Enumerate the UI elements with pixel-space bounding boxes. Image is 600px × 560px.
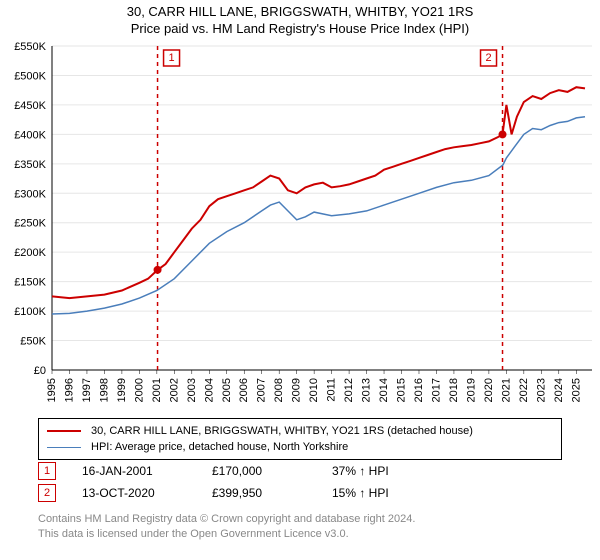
svg-text:2022: 2022 bbox=[518, 378, 530, 402]
svg-text:2004: 2004 bbox=[203, 378, 215, 402]
chart-area: £0 £50K £100K £150K £200K £250K £300K £350K £400… bbox=[0, 40, 600, 410]
legend-row: 30, CARR HILL LANE, BRIGGSWATH, WHITBY, … bbox=[47, 423, 553, 439]
svg-text:2015: 2015 bbox=[396, 378, 408, 402]
svg-text:2002: 2002 bbox=[168, 378, 180, 402]
svg-text:2025: 2025 bbox=[570, 378, 582, 402]
svg-text:1996: 1996 bbox=[63, 378, 75, 402]
sale-marker: 1 bbox=[38, 462, 56, 480]
svg-text:2023: 2023 bbox=[535, 378, 547, 402]
sales-table: 1 16-JAN-2001£170,00037% ↑ HPI 2 13-OCT-202… bbox=[38, 460, 562, 504]
sale-price: £170,000 bbox=[212, 464, 332, 478]
svg-text:£250K: £250K bbox=[14, 218, 46, 230]
chart-titles: 30, CARR HILL LANE, BRIGGSWATH, WHITBY, … bbox=[0, 0, 600, 36]
legend-swatch bbox=[47, 430, 81, 432]
svg-text:1999: 1999 bbox=[116, 378, 128, 402]
svg-text:2013: 2013 bbox=[361, 378, 373, 402]
svg-text:2009: 2009 bbox=[291, 378, 303, 402]
svg-text:2011: 2011 bbox=[326, 378, 338, 402]
svg-text:2003: 2003 bbox=[186, 378, 198, 402]
svg-text:2024: 2024 bbox=[553, 378, 565, 402]
footer-line-1: Contains HM Land Registry data © Crown c… bbox=[38, 512, 562, 527]
sale-date: 13-OCT-2020 bbox=[82, 486, 212, 500]
svg-text:1997: 1997 bbox=[81, 378, 93, 402]
svg-text:£200K: £200K bbox=[14, 247, 46, 259]
sale-delta: 15% ↑ HPI bbox=[332, 486, 389, 500]
chart-legend: 30, CARR HILL LANE, BRIGGSWATH, WHITBY, … bbox=[38, 418, 562, 460]
title-address: 30, CARR HILL LANE, BRIGGSWATH, WHITBY, … bbox=[0, 4, 600, 19]
svg-text:2001: 2001 bbox=[151, 378, 163, 402]
svg-text:2006: 2006 bbox=[238, 378, 250, 402]
svg-text:2016: 2016 bbox=[413, 378, 425, 402]
svg-text:2008: 2008 bbox=[273, 378, 285, 402]
svg-text:1: 1 bbox=[168, 52, 174, 64]
svg-text:£350K: £350K bbox=[14, 159, 46, 171]
legend-swatch bbox=[47, 447, 81, 448]
svg-text:2012: 2012 bbox=[343, 378, 355, 402]
svg-text:2021: 2021 bbox=[500, 378, 512, 402]
svg-text:£450K: £450K bbox=[14, 100, 46, 112]
svg-text:£500K: £500K bbox=[14, 70, 46, 82]
svg-text:2018: 2018 bbox=[448, 378, 460, 402]
svg-text:1995: 1995 bbox=[46, 378, 58, 402]
svg-text:2000: 2000 bbox=[133, 378, 145, 402]
svg-text:£50K: £50K bbox=[20, 336, 46, 348]
svg-text:2020: 2020 bbox=[483, 378, 495, 402]
svg-text:1998: 1998 bbox=[98, 378, 110, 402]
svg-text:£300K: £300K bbox=[14, 188, 46, 200]
svg-text:£550K: £550K bbox=[14, 41, 46, 53]
svg-text:£400K: £400K bbox=[14, 129, 46, 141]
sale-price: £399,950 bbox=[212, 486, 332, 500]
svg-text:£0: £0 bbox=[34, 365, 46, 377]
sale-marker: 2 bbox=[38, 484, 56, 502]
svg-text:2007: 2007 bbox=[256, 378, 268, 402]
legend-label: HPI: Average price, detached house, Nort… bbox=[91, 441, 348, 453]
svg-text:2014: 2014 bbox=[378, 378, 390, 402]
footer-attribution: Contains HM Land Registry data © Crown c… bbox=[38, 512, 562, 542]
svg-text:2005: 2005 bbox=[221, 378, 233, 402]
title-subtitle: Price paid vs. HM Land Registry's House … bbox=[0, 21, 600, 36]
sale-date: 16-JAN-2001 bbox=[82, 464, 212, 478]
svg-text:£100K: £100K bbox=[14, 306, 46, 318]
legend-label: 30, CARR HILL LANE, BRIGGSWATH, WHITBY, … bbox=[91, 425, 473, 437]
svg-text:£150K: £150K bbox=[14, 277, 46, 289]
footer-line-2: This data is licensed under the Open Gov… bbox=[38, 527, 562, 542]
legend-row: HPI: Average price, detached house, Nort… bbox=[47, 439, 553, 455]
svg-text:2: 2 bbox=[485, 52, 491, 64]
svg-text:2017: 2017 bbox=[430, 378, 442, 402]
svg-text:2010: 2010 bbox=[308, 378, 320, 402]
price-chart: £0 £50K £100K £150K £200K £250K £300K £350K £400… bbox=[0, 40, 600, 410]
sale-delta: 37% ↑ HPI bbox=[332, 464, 389, 478]
sale-row: 1 16-JAN-2001£170,00037% ↑ HPI bbox=[38, 460, 562, 482]
svg-text:2019: 2019 bbox=[465, 378, 477, 402]
sale-row: 2 13-OCT-2020£399,95015% ↑ HPI bbox=[38, 482, 562, 504]
